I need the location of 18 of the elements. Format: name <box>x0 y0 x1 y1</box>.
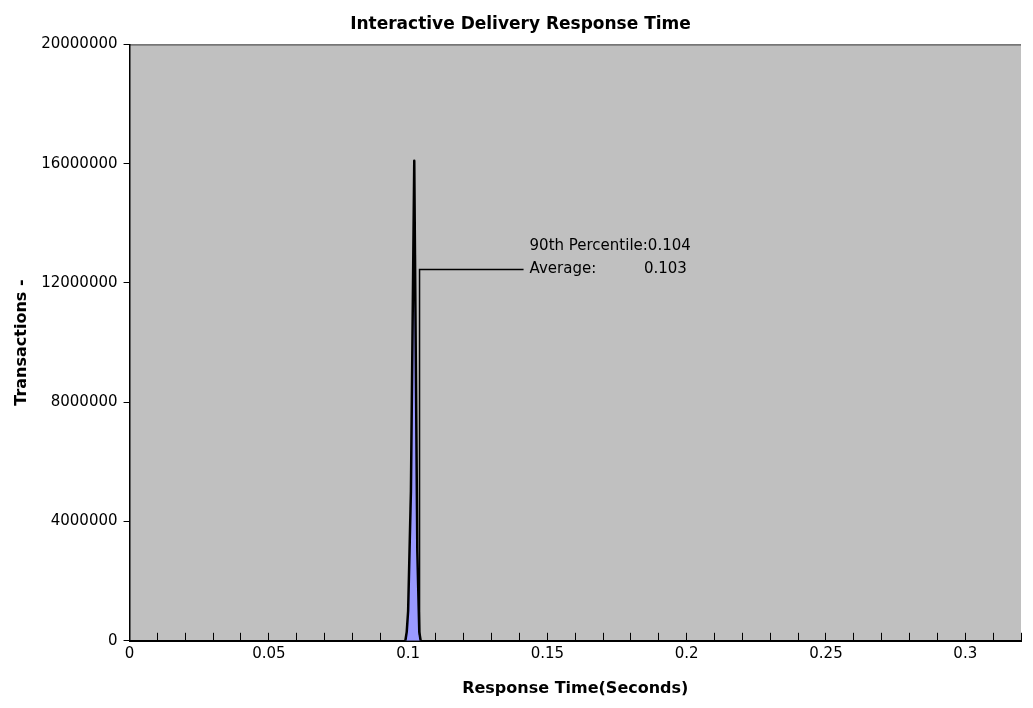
x-tick-label: 0.2 <box>674 643 699 662</box>
y-tick-label: 8000000 <box>50 392 118 411</box>
y-tick-label: 0 <box>108 630 118 649</box>
y-tick-label: 20000000 <box>41 34 118 53</box>
y-tick-label: 12000000 <box>41 272 118 291</box>
x-tick-label: 0.3 <box>953 643 978 662</box>
y-tick-label: 16000000 <box>41 153 118 172</box>
y-tick-label: 4000000 <box>50 511 118 530</box>
y-axis-title: Transactions - <box>10 279 30 406</box>
x-axis-title: Response Time(Seconds) <box>462 677 689 697</box>
x-tick-label: 0 <box>124 643 135 662</box>
x-tick-label: 0.1 <box>396 643 421 662</box>
x-tick-label: 0.25 <box>809 643 843 662</box>
x-tick-label: 0.05 <box>252 643 286 662</box>
annotation: Average: 0.103 <box>529 259 687 278</box>
annotation: 90th Percentile:0.104 <box>529 236 691 255</box>
x-tick-label: 0.15 <box>530 643 565 662</box>
chart-title: Interactive Delivery Response Time <box>350 12 691 33</box>
